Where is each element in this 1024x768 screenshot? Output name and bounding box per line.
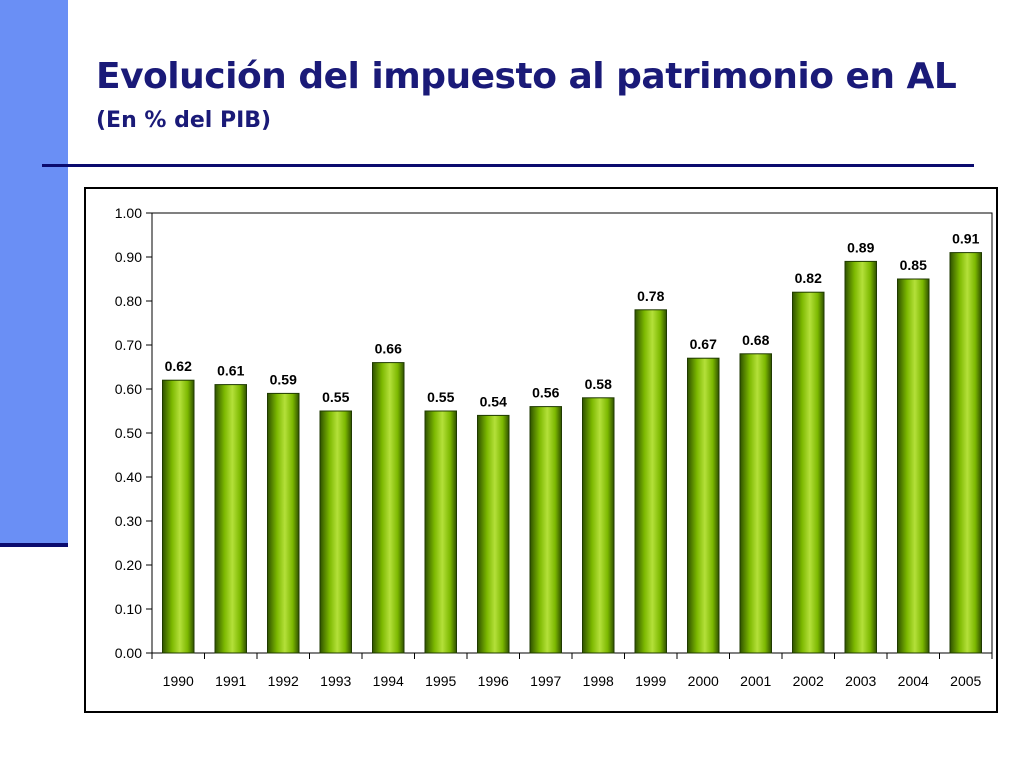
- bar-1993: [319, 410, 352, 654]
- x-tick-label-1997: 1997: [530, 673, 561, 689]
- y-tick-label: 0.20: [115, 557, 142, 573]
- data-label-1999: 0.78: [637, 288, 664, 304]
- x-tick-label-2000: 2000: [688, 673, 719, 689]
- x-tick-label-1991: 1991: [215, 673, 246, 689]
- bar-2002: [792, 291, 825, 654]
- x-tick-label-1998: 1998: [583, 673, 614, 689]
- bar-2001: [739, 353, 772, 654]
- x-tick-label-1992: 1992: [268, 673, 299, 689]
- bar-2000: [687, 357, 720, 654]
- data-label-1998: 0.58: [585, 376, 612, 392]
- y-tick-label: 0.50: [115, 425, 142, 441]
- x-tick-label-2002: 2002: [793, 673, 824, 689]
- x-tick-label-1990: 1990: [163, 673, 194, 689]
- y-tick-label: 0.60: [115, 381, 142, 397]
- plot-area: 0.00 0.10 0.20 0.30 0.40 0.50 0.60 0.70 0.80 0.90…: [115, 205, 993, 689]
- bar-1998: [582, 397, 615, 654]
- data-label-2001: 0.68: [742, 332, 769, 348]
- x-tick-label-1994: 1994: [373, 673, 404, 689]
- data-label-2005: 0.91: [952, 231, 979, 247]
- slide-subtitle: (En % del PIB): [96, 108, 272, 133]
- data-label-1994: 0.66: [375, 341, 402, 357]
- y-tick-label: 0.70: [115, 337, 142, 353]
- x-tick-label-2005: 2005: [950, 673, 981, 689]
- x-tick-label-1995: 1995: [425, 673, 456, 689]
- side-accent-bar: [0, 0, 68, 545]
- data-label-1991: 0.61: [217, 363, 244, 379]
- data-label-1990: 0.62: [165, 358, 192, 374]
- y-tick-label: 0.90: [115, 249, 142, 265]
- data-label-1996: 0.54: [480, 393, 507, 409]
- side-accent-line: [0, 543, 68, 547]
- bar-chart: 0.00 0.10 0.20 0.30 0.40 0.50 0.60 0.70 0.80 0.90…: [115, 205, 993, 689]
- y-tick-label: 1.00: [115, 205, 142, 221]
- x-tick-label-2003: 2003: [845, 673, 876, 689]
- y-tick-label: 0.80: [115, 293, 142, 309]
- bar-2005: [949, 252, 982, 654]
- bar-1999: [634, 309, 667, 654]
- bar-1997: [529, 406, 562, 654]
- data-label-1997: 0.56: [532, 385, 559, 401]
- y-tick-label: 0.40: [115, 469, 142, 485]
- x-tick-label-1996: 1996: [478, 673, 509, 689]
- slide-title: Evolución del impuesto al patrimonio en …: [96, 56, 957, 97]
- bar-1995: [424, 410, 457, 654]
- data-label-1995: 0.55: [427, 389, 454, 405]
- x-tick-label-2004: 2004: [898, 673, 929, 689]
- x-tick-label-1999: 1999: [635, 673, 666, 689]
- bar-2003: [844, 260, 877, 654]
- bar-1992: [267, 392, 300, 654]
- chart-frame: 0.00 0.10 0.20 0.30 0.40 0.50 0.60 0.70 0.80 0.90…: [84, 187, 998, 713]
- bar-1991: [214, 384, 247, 654]
- bar-1990: [162, 379, 195, 654]
- x-tick-label-2001: 2001: [740, 673, 771, 689]
- y-tick-label: 0.10: [115, 601, 142, 617]
- data-label-1993: 0.55: [322, 389, 349, 405]
- y-tick-label: 0.30: [115, 513, 142, 529]
- x-tick-label-1993: 1993: [320, 673, 351, 689]
- data-label-2002: 0.82: [795, 270, 822, 286]
- data-label-1992: 0.59: [270, 371, 297, 387]
- data-label-2003: 0.89: [847, 239, 874, 255]
- bar-2004: [897, 278, 930, 654]
- data-label-2004: 0.85: [900, 257, 927, 273]
- data-label-2000: 0.67: [690, 336, 717, 352]
- bar-1994: [372, 362, 405, 654]
- y-tick-label: 0.00: [115, 645, 142, 661]
- title-divider: [42, 164, 974, 167]
- bar-1996: [477, 414, 510, 654]
